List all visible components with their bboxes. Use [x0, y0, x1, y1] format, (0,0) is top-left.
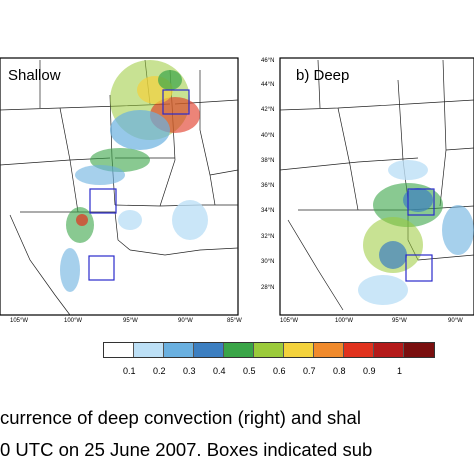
colorbar-label: 0.6: [273, 366, 286, 376]
colorbar-label: 0.4: [213, 366, 226, 376]
lon-tick: 95°W: [123, 318, 138, 324]
lon-tick: 95°W: [392, 318, 407, 324]
subdomain-box-south: [88, 255, 115, 281]
deep-convection-map-panel: b) Deep 46°N 44°N 42°N 40°N 38°N 36°N 34…: [258, 0, 474, 330]
deep-convection-map: [279, 57, 474, 316]
colorbar-cell: [344, 343, 374, 357]
colorbar-cell: [164, 343, 194, 357]
colorbar-label: 0.9: [363, 366, 376, 376]
lon-tick: 85°W: [227, 318, 242, 324]
lat-tick: 28°N: [261, 285, 275, 291]
colorbar-cell: [194, 343, 224, 357]
figure-caption-line-1: currence of deep convection (right) and …: [0, 407, 361, 428]
colorbar-label: 0.8: [333, 366, 346, 376]
subdomain-box-north: [162, 89, 190, 115]
colorbar-cell: [254, 343, 284, 357]
colorbar-label: 0.3: [183, 366, 196, 376]
lat-tick: 32°N: [261, 234, 275, 240]
lon-tick: 100°W: [64, 318, 83, 324]
shallow-convection-map: [0, 57, 239, 316]
lon-tick: 105°W: [10, 318, 29, 324]
lon-tick: 90°W: [448, 318, 463, 324]
lat-tick: 42°N: [261, 107, 275, 113]
precipitation-field: [60, 60, 208, 292]
colorbar-cell: [224, 343, 254, 357]
colorbar-cell: [314, 343, 344, 357]
lat-tick: 46°N: [261, 58, 275, 64]
colorbar-cell: [404, 343, 434, 357]
colorbar-cell: [374, 343, 404, 357]
lon-tick: 90°W: [178, 318, 193, 324]
lat-tick: 34°N: [261, 208, 275, 214]
figure-caption-line-2: 0 UTC on 25 June 2007. Boxes indicated s…: [0, 439, 373, 460]
colorbar-cell: [104, 343, 134, 357]
subdomain-box-south: [405, 254, 433, 282]
lat-tick: 36°N: [261, 183, 275, 189]
lat-tick: 44°N: [261, 82, 275, 88]
colorbar-label: 0.7: [303, 366, 316, 376]
shallow-convection-map-panel: Shallow 105°W 100°W 95°W 90°W 85°W: [0, 0, 242, 330]
lat-tick: 38°N: [261, 158, 275, 164]
map-frame: [279, 57, 474, 316]
colorbar-label: 0.1: [123, 366, 136, 376]
panel-label-deep: b) Deep: [296, 67, 350, 84]
subdomain-box-central: [407, 188, 435, 216]
lat-tick: 40°N: [261, 133, 275, 139]
colorbar: [103, 342, 435, 358]
panel-label-shallow: Shallow: [8, 67, 61, 84]
lon-tick: 100°W: [335, 318, 354, 324]
colorbar-cell: [284, 343, 314, 357]
colorbar-cell: [134, 343, 164, 357]
colorbar-label: 1: [397, 366, 403, 376]
colorbar-label: 0.5: [243, 366, 256, 376]
colorbar-label: 0.2: [153, 366, 166, 376]
lat-tick: 30°N: [261, 259, 275, 265]
lon-tick: 105°W: [280, 318, 299, 324]
subdomain-box-central: [89, 188, 117, 214]
